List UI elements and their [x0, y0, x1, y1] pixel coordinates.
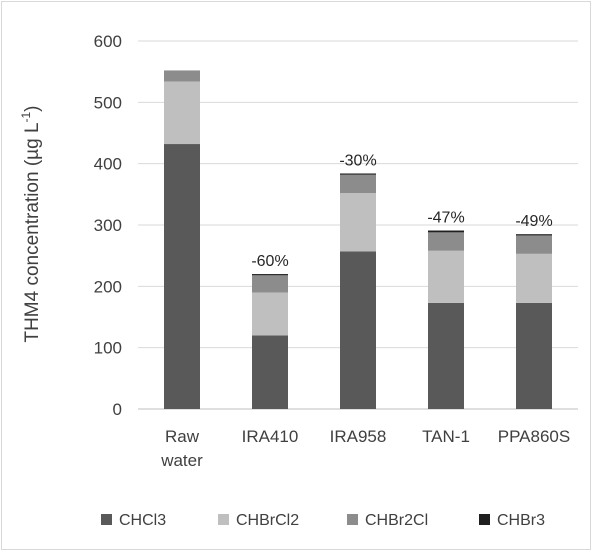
- bar-segment: [252, 335, 288, 409]
- x-tick-label: Raw: [165, 427, 200, 446]
- x-tick-label: IRA958: [330, 427, 387, 446]
- y-tick-label: 600: [94, 32, 122, 51]
- x-tick-label: IRA410: [242, 427, 299, 446]
- y-tick-label: 500: [94, 93, 122, 112]
- y-tick-labels: 0 100 200 300 400 500 600: [94, 32, 122, 419]
- legend: CHCl3 CHBrCl2 CHBr2Cl CHBr3: [101, 512, 545, 529]
- reduction-label: -60%: [251, 253, 288, 270]
- legend-label: CHBr2Cl: [365, 512, 428, 529]
- bar-segment: [164, 144, 200, 410]
- y-tick-label: 0: [113, 400, 122, 419]
- legend-swatch: [101, 514, 112, 525]
- bar-segment: [340, 251, 376, 409]
- bar-segment: [164, 81, 200, 145]
- x-tick-label: PPA860S: [498, 427, 570, 446]
- reduction-label: -47%: [427, 210, 464, 227]
- y-tick-label: 100: [94, 339, 122, 358]
- y-tick-label: 300: [94, 216, 122, 235]
- bar-segment: [428, 232, 464, 251]
- bar-segment: [516, 234, 552, 236]
- grid-lines: [138, 40, 578, 410]
- x-tick-label: TAN-1: [422, 427, 470, 446]
- bar-segment: [428, 250, 464, 303]
- bar-segment: [252, 274, 288, 276]
- legend-label: CHBr3: [497, 512, 545, 529]
- legend-swatch: [347, 514, 358, 525]
- bar-segment: [428, 230, 464, 233]
- bar-segment: [252, 275, 288, 293]
- x-tick-labels: Raw water IRA410 IRA958 TAN-1 PPA860S: [160, 427, 570, 470]
- x-tick-label: water: [160, 451, 203, 470]
- legend-swatch: [218, 514, 229, 525]
- bar-segment: [516, 302, 552, 409]
- legend-label: CHCl3: [119, 512, 166, 529]
- y-axis-label: THM4 concentration (µg L-1): [19, 105, 43, 342]
- bar-segment: [516, 253, 552, 303]
- bar-segment: [516, 235, 552, 254]
- reduction-label: -30%: [339, 152, 376, 169]
- y-tick-label: 400: [94, 155, 122, 174]
- legend-label: CHBrCl2: [236, 512, 299, 529]
- bar-segment: [252, 292, 288, 336]
- reduction-label: -49%: [515, 213, 552, 230]
- bar-segment: [428, 302, 464, 409]
- bars: [164, 70, 552, 410]
- bar-segment: [340, 193, 376, 252]
- bar-segment: [164, 70, 200, 82]
- bar-annotations: -60% -30% -47% -49%: [251, 152, 552, 270]
- y-tick-label: 200: [94, 277, 122, 296]
- legend-swatch: [479, 514, 490, 525]
- bar-segment: [340, 173, 376, 175]
- bar-segment: [340, 174, 376, 194]
